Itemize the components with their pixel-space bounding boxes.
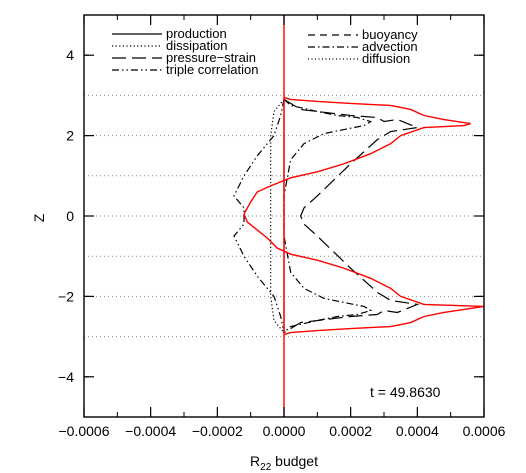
series-layer (233, 15, 485, 417)
y-axis-label: Z (31, 213, 47, 222)
series-total (243, 96, 485, 336)
x-tick-label: 0.0004 (396, 423, 439, 439)
y-tick-label: 2 (66, 128, 74, 144)
y-axis-ticks: −4 −2 0 2 4 (58, 47, 484, 385)
legend-label: dissipation (166, 38, 227, 53)
legend: productiondissipationpressure−straintrip… (112, 26, 418, 77)
x-axis-ticks: −0.0006 −0.0004 −0.0002 0.0000 0.0002 0.0004 0… (59, 15, 506, 439)
legend-label: production (166, 26, 227, 41)
legend-label: buoyancy (362, 27, 418, 42)
x-tick-label: −0.0004 (125, 423, 176, 439)
x-axis-label: R22 budget (250, 453, 318, 473)
legend-label: diffusion (362, 51, 410, 66)
x-tick-label: 0.0002 (329, 423, 372, 439)
time-annotation: t = 49.8630 (370, 384, 441, 400)
x-tick-label: −0.0002 (192, 423, 243, 439)
x-tick-label: −0.0006 (59, 423, 110, 439)
x-axis-label-suffix: budget (271, 453, 318, 469)
series-pressure-strain (283, 98, 420, 334)
y-tick-label: 4 (66, 47, 74, 63)
y-tick-label: −4 (58, 369, 74, 385)
series-triple-correlation (233, 99, 285, 333)
y-tick-label: −2 (58, 288, 74, 304)
y-tick-label: 0 (66, 208, 74, 224)
legend-label: advection (362, 39, 418, 54)
x-axis-label-subscript: 22 (260, 462, 272, 473)
x-tick-label: 0.0000 (263, 423, 306, 439)
legend-label: pressure−strain (166, 50, 256, 65)
series-advection (283, 98, 373, 334)
x-tick-label: 0.0006 (463, 423, 506, 439)
series-dissipation (270, 99, 285, 333)
legend-label: triple correlation (166, 62, 259, 77)
